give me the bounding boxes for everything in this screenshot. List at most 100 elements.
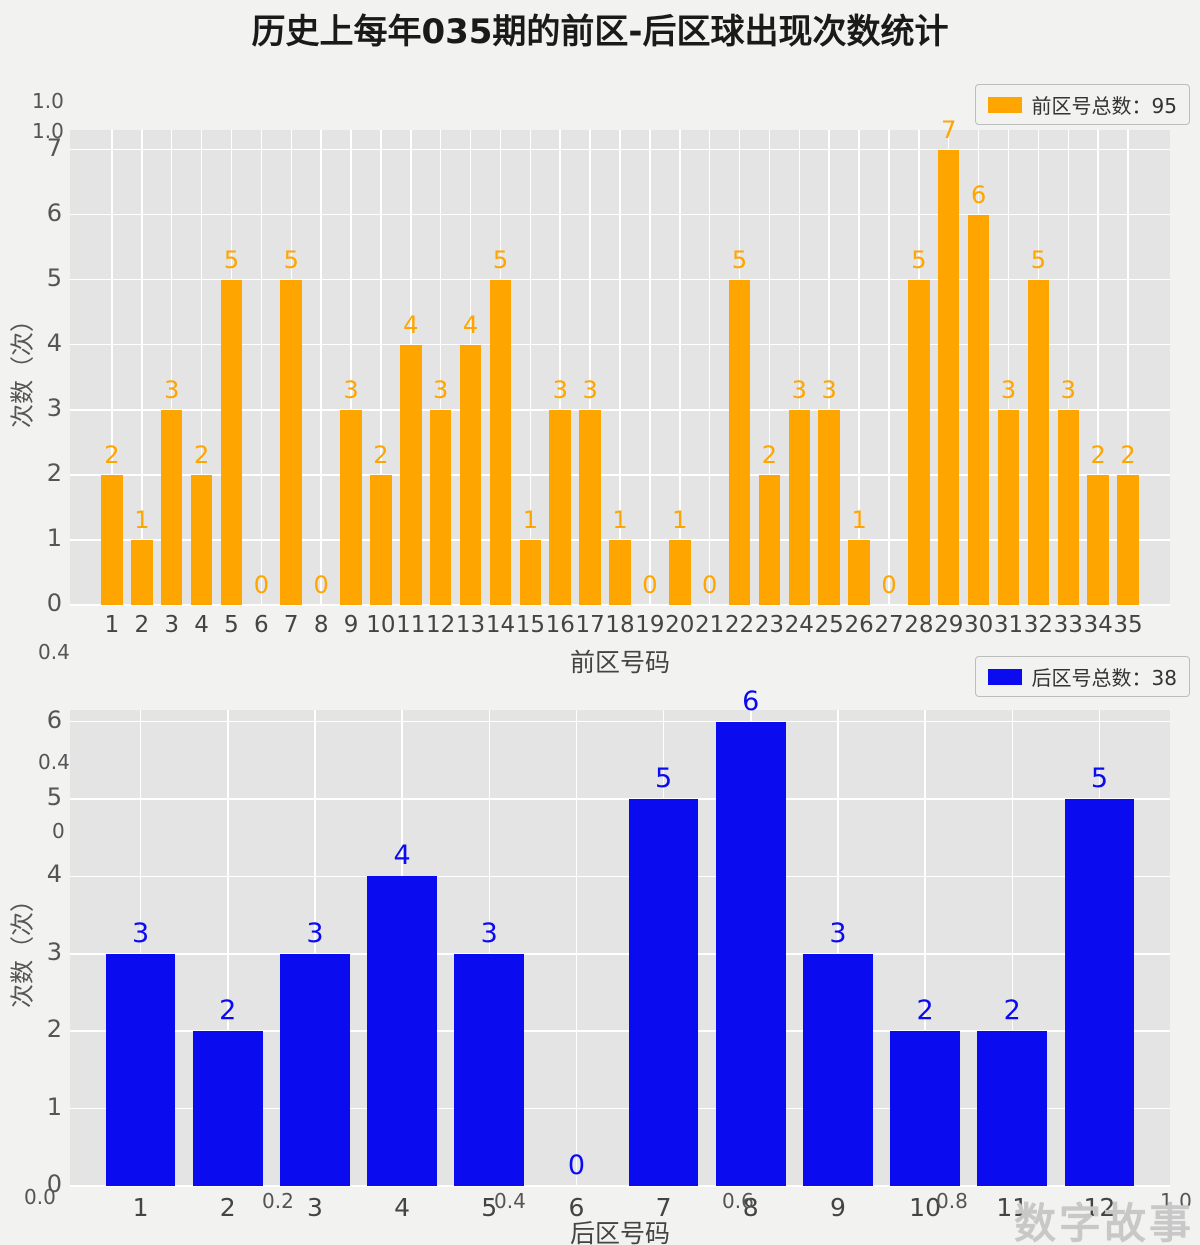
x-tick-label: 5 xyxy=(481,1193,498,1222)
bar-value-label: 3 xyxy=(791,376,807,405)
bar-value-label: 3 xyxy=(433,376,449,405)
y-tick-label: 0 xyxy=(46,589,62,617)
gridline-v xyxy=(380,130,382,605)
y-tick-label: 3 xyxy=(46,393,62,422)
bar xyxy=(105,953,176,1186)
x-tick-label: 2 xyxy=(219,1193,236,1222)
x-tick-label: 6 xyxy=(254,612,269,638)
gridline-v xyxy=(708,130,711,605)
x-tick-label: 20 xyxy=(665,612,695,638)
gridline-v xyxy=(858,130,860,605)
bar xyxy=(715,721,786,1186)
gridline-v xyxy=(559,130,561,605)
x-tick-label: 27 xyxy=(874,612,904,638)
y-tick-label: 1 xyxy=(46,523,62,552)
bar xyxy=(1027,279,1050,605)
gridline-v xyxy=(139,710,142,1186)
bar xyxy=(728,279,751,605)
bar-value-label: 5 xyxy=(654,762,673,794)
bar-value-label: 3 xyxy=(306,917,324,949)
x-tick-label: 7 xyxy=(283,612,299,638)
chart-title: 历史上每年035期的前区-后区球出现次数统计 xyxy=(251,12,949,52)
x-tick-label: 34 xyxy=(1083,612,1113,638)
bar xyxy=(160,409,183,605)
bar xyxy=(1057,409,1080,605)
gridline-v xyxy=(1011,710,1013,1186)
gridline-v xyxy=(619,130,621,605)
y-axis-label: 次数（次） xyxy=(8,888,37,1008)
x-tick-label: 10 xyxy=(366,612,396,638)
x-tick-label: 3 xyxy=(164,612,180,638)
overlay-tick-label: 0.4 xyxy=(38,750,70,774)
bar xyxy=(192,1031,263,1186)
gridline-v xyxy=(798,130,801,605)
bar xyxy=(519,539,542,605)
gridline-v xyxy=(1007,130,1010,605)
gridline-v xyxy=(768,130,771,605)
bar-value-label: 3 xyxy=(552,376,568,405)
bar-value-label: 3 xyxy=(343,376,359,405)
legend: 后区号总数：38 xyxy=(974,656,1190,697)
bar xyxy=(848,539,870,605)
bar xyxy=(1087,474,1109,605)
x-tick-label: 9 xyxy=(829,1193,846,1222)
bar-value-label: 1 xyxy=(612,506,628,535)
bar xyxy=(997,409,1020,605)
gridline-v xyxy=(141,130,143,605)
bar xyxy=(937,149,960,605)
bar-value-label: 2 xyxy=(1003,995,1021,1027)
bar-value-label: 5 xyxy=(283,246,299,275)
bar xyxy=(367,876,437,1186)
y-tick-label: 4 xyxy=(46,860,62,889)
x-tick-label: 9 xyxy=(343,612,359,638)
y-tick-label: 3 xyxy=(46,937,62,966)
bar-value-label: 5 xyxy=(223,246,240,275)
bar-value-label: 0 xyxy=(702,571,718,600)
bar xyxy=(669,539,691,605)
bar-value-label: 2 xyxy=(916,995,934,1027)
bar-value-label: 3 xyxy=(829,917,847,949)
bar-value-label: 2 xyxy=(104,441,120,470)
bar-value-label: 3 xyxy=(480,917,498,949)
legend-label: 后区号总数：38 xyxy=(1031,666,1177,690)
x-tick-label: 29 xyxy=(934,612,964,638)
bar-value-label: 0 xyxy=(881,571,897,600)
bar-value-label: 7 xyxy=(941,115,957,144)
y-tick-label: 6 xyxy=(46,198,62,227)
gridline-v xyxy=(200,130,203,605)
legend-swatch xyxy=(987,668,1022,685)
bar-value-label: 1 xyxy=(522,506,538,535)
bar xyxy=(370,474,392,605)
x-tick-label: 15 xyxy=(515,612,545,638)
gridline-v xyxy=(314,710,316,1186)
bar-value-label: 5 xyxy=(492,246,509,275)
gridline-h xyxy=(70,1185,1170,1187)
x-tick-label: 31 xyxy=(993,612,1024,638)
x-tick-label: 30 xyxy=(963,612,994,638)
bar-value-label: 6 xyxy=(970,181,987,209)
gridline-v xyxy=(837,710,839,1186)
x-tick-label: 11 xyxy=(396,612,426,638)
gridline-v xyxy=(111,130,113,605)
bar-value-label: 2 xyxy=(1120,441,1136,470)
bar-value-label: 1 xyxy=(672,506,688,535)
x-tick-label: 26 xyxy=(844,612,874,638)
gridline-v xyxy=(589,130,591,605)
bar xyxy=(908,279,930,605)
bar-value-label: 3 xyxy=(131,917,150,949)
x-tick-label: 1 xyxy=(132,1193,149,1222)
y-tick-label: 1 xyxy=(46,1092,62,1121)
overlay-tick-label: 1.0 xyxy=(1160,1189,1192,1213)
y-tick-label: 2 xyxy=(46,458,62,487)
x-tick-label: 16 xyxy=(545,612,575,638)
x-tick-label: 18 xyxy=(605,612,635,638)
x-tick-label: 35 xyxy=(1113,612,1143,638)
bar xyxy=(549,409,571,605)
x-tick-label: 21 xyxy=(695,612,725,638)
x-tick-label: 14 xyxy=(485,612,516,638)
x-tick-label: 32 xyxy=(1023,612,1054,638)
x-axis-label: 后区号码 xyxy=(569,1219,671,1245)
bar xyxy=(1064,799,1135,1186)
gridline-v xyxy=(828,130,830,605)
